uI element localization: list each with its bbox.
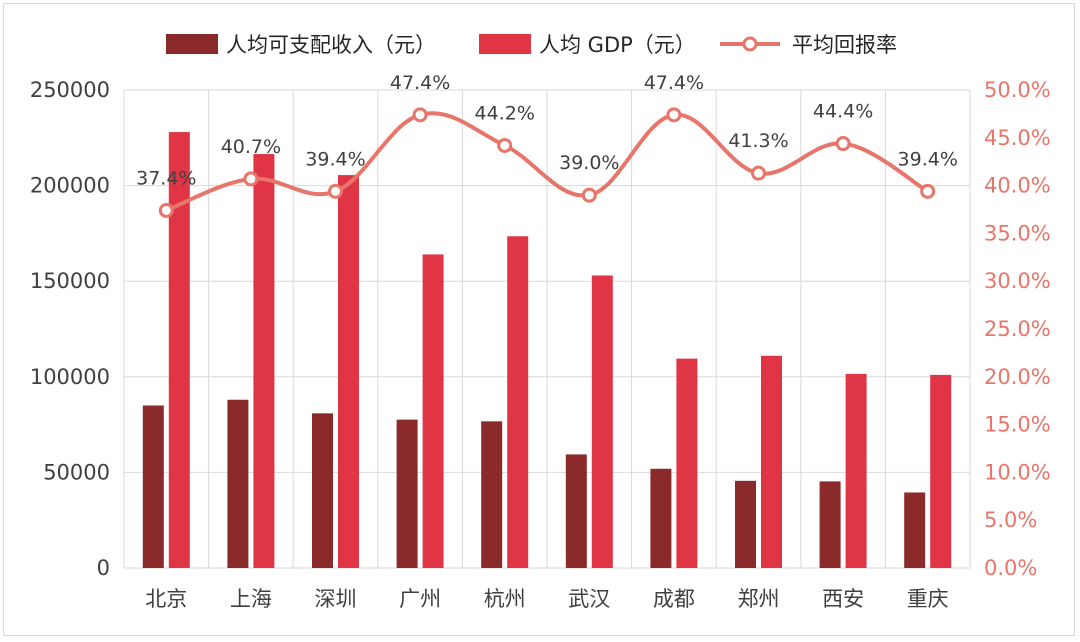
return-rate-point — [243, 171, 259, 187]
gdp-bar — [422, 254, 444, 568]
category-label: 重庆 — [907, 587, 949, 611]
return-rate-data-label: 39.4% — [898, 148, 958, 170]
gdp-bar — [761, 355, 782, 568]
legend-swatch — [166, 34, 218, 54]
right-axis-tick-label: 40.0% — [984, 174, 1051, 198]
income-bar — [904, 492, 926, 568]
category-label: 武汉 — [568, 587, 610, 611]
gdp-bar — [845, 373, 867, 568]
legend-item-1: 人均可支配收入（元） — [166, 33, 436, 57]
gdp-bar — [507, 236, 529, 568]
return-rate-data-label: 44.4% — [813, 101, 873, 123]
return-rate-point — [158, 202, 174, 218]
gdp-bar — [930, 374, 952, 568]
grid-layer — [123, 89, 971, 569]
left-axis-tick-label: 150000 — [30, 269, 110, 293]
legend-label: 人均可支配收入（元） — [226, 33, 436, 57]
right-axis-tick-label: 5.0% — [984, 508, 1037, 532]
return-rate-data-label: 37.4% — [136, 167, 196, 189]
gdp-bar — [591, 275, 613, 568]
legend-swatch — [479, 34, 531, 54]
income-bar — [565, 454, 587, 568]
right-axis-tick-label: 15.0% — [984, 413, 1051, 437]
return-rate-data-label: 41.3% — [728, 130, 788, 152]
left-axis-tick-label: 50000 — [43, 460, 110, 484]
chart-svg: 37.4% 40.7% 39.4% 47.4% 44.2% 39.0% 47.4% 41.3%… — [30, 33, 1051, 611]
return-rate-data-label: 47.4% — [390, 72, 450, 94]
return-rate-point — [497, 137, 513, 153]
category-label: 广州 — [399, 587, 441, 611]
legend-label: 人均 GDP（元） — [539, 33, 696, 57]
return-rate-data-label: 44.2% — [475, 102, 535, 124]
gdp-bar — [676, 358, 698, 568]
return-rate-line — [165, 111, 929, 213]
return-rate-point — [328, 183, 343, 199]
income-bar — [735, 480, 756, 568]
right-axis-tick-label: 30.0% — [984, 269, 1051, 293]
legend-layer: 人均可支配收入（元） 人均 GDP（元） 平均回报率 — [166, 33, 897, 57]
line-layer — [158, 107, 936, 218]
legend-item-2: 人均 GDP（元） — [479, 33, 696, 57]
income-bar — [142, 405, 164, 568]
right-axis-tick-label: 0.0% — [984, 556, 1037, 580]
category-label: 北京 — [145, 587, 187, 611]
axis-layer: 0 50000 100000 150000 200000 250000 0.0% 5.0% 10… — [30, 78, 1051, 611]
left-axis-tick-label: 0 — [97, 556, 110, 580]
return-rate-data-label: 40.7% — [221, 136, 281, 158]
category-label: 深圳 — [315, 587, 357, 611]
return-rate-data-label: 47.4% — [644, 72, 704, 94]
income-bar — [819, 481, 841, 568]
return-rate-data-label: 39.4% — [305, 148, 365, 170]
gdp-bar — [338, 175, 359, 569]
right-axis-tick-label: 20.0% — [984, 365, 1051, 389]
chart-frame: 37.4% 40.7% 39.4% 47.4% 44.2% 39.0% 47.4% 41.3%… — [3, 3, 1075, 636]
legend-marker — [742, 36, 758, 52]
category-label: 杭州 — [484, 587, 526, 611]
return-rate-point — [920, 183, 936, 199]
right-axis-tick-label: 50.0% — [984, 78, 1051, 102]
category-label: 西安 — [822, 587, 864, 611]
right-axis-tick-label: 45.0% — [984, 126, 1051, 150]
return-rate-point — [581, 187, 597, 203]
right-axis-tick-label: 10.0% — [984, 460, 1051, 484]
legend-label: 平均回报率 — [792, 33, 897, 57]
return-rate-point — [666, 107, 682, 123]
income-bar — [312, 413, 333, 568]
income-bar — [396, 419, 418, 568]
category-label: 郑州 — [738, 587, 780, 611]
bars-layer — [142, 132, 952, 569]
gdp-bar — [253, 154, 275, 568]
legend-item-3: 平均回报率 — [720, 33, 897, 57]
category-label: 上海 — [230, 587, 272, 611]
return-rate-point — [412, 107, 428, 123]
labels-layer: 37.4% 40.7% 39.4% 47.4% 44.2% 39.0% 47.4% 41.3%… — [136, 72, 958, 190]
income-bar — [481, 421, 503, 568]
gdp-bar — [168, 132, 190, 568]
income-bar — [227, 399, 249, 568]
return-rate-data-label: 39.0% — [559, 152, 619, 174]
right-axis-tick-label: 25.0% — [984, 317, 1051, 341]
return-rate-point — [835, 136, 851, 152]
income-bar — [650, 468, 672, 568]
return-rate-point — [751, 165, 766, 181]
left-axis-tick-label: 250000 — [30, 78, 110, 102]
right-axis-tick-label: 35.0% — [984, 221, 1051, 245]
left-axis-tick-label: 200000 — [30, 174, 110, 198]
left-axis-tick-label: 100000 — [30, 365, 110, 389]
category-label: 成都 — [653, 587, 695, 611]
